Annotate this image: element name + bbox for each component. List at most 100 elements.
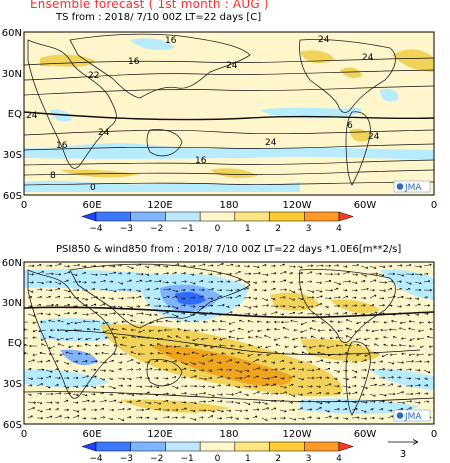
wind-vector: [117, 297, 124, 300]
wind-vector: [137, 352, 146, 356]
wind-vector: [54, 415, 62, 419]
wind-vector: [337, 320, 344, 324]
wind-vector: [234, 313, 242, 317]
wind-vector: [288, 375, 296, 379]
wind-vector: [193, 320, 200, 323]
wind-vector: [247, 353, 254, 357]
wind-vector: [270, 272, 277, 275]
wind-vector: [207, 272, 213, 276]
wind-vector: [297, 360, 303, 364]
wind-vector: [108, 393, 113, 396]
wind-vector: [387, 313, 396, 316]
wind-vector: [372, 320, 380, 324]
wind-vector: [137, 335, 146, 339]
wind-vector: [270, 280, 276, 284]
wind-vector: [81, 271, 86, 275]
svg-text:0: 0: [21, 429, 27, 440]
wind-vector: [297, 385, 304, 388]
wind-vector: [312, 319, 317, 323]
wind-vector: [216, 295, 223, 299]
ts-colorbar-cell: [130, 211, 166, 222]
svg-text:8: 8: [50, 171, 56, 181]
wind-vector: [369, 368, 375, 372]
wind-vector: [81, 399, 90, 403]
wind-vector: [218, 328, 227, 331]
wind-vector: [153, 417, 158, 420]
wind-vector: [77, 352, 83, 356]
wind-vector: [405, 287, 411, 291]
wind-vector: [306, 360, 313, 364]
wind-vector: [117, 305, 123, 309]
wind-vector: [76, 344, 83, 348]
wind-vector: [248, 344, 254, 347]
map-title: Ensemble forecast ( 1st month : AUG ): [30, 0, 269, 11]
wind-vector: [194, 329, 200, 332]
wind-vector: [342, 408, 348, 411]
wind-vector: [45, 415, 53, 419]
wind-vector: [293, 328, 299, 332]
wind-vector: [180, 272, 187, 275]
wind-vector: [84, 343, 92, 347]
wind-vector: [63, 369, 69, 373]
wind-vector: [27, 377, 34, 380]
wind-vector: [333, 408, 340, 411]
wind-vector: [99, 273, 108, 276]
wind-vector: [198, 368, 205, 372]
wind-vector: [297, 280, 304, 284]
wind-vector: [288, 361, 293, 364]
wind-vector: [72, 288, 80, 292]
wind-vector: [162, 272, 169, 275]
wind-vector: [315, 401, 323, 405]
wind-vector: [117, 312, 126, 316]
wind-vector: [279, 367, 285, 371]
wind-vector: [387, 287, 393, 291]
wind-vector: [230, 352, 236, 355]
wind-vector: [342, 392, 351, 395]
wind-vector: [300, 321, 308, 325]
svg-text:24: 24: [368, 132, 380, 142]
wind-vector: [351, 384, 357, 388]
wind-vector: [414, 265, 422, 268]
wind-vector: [138, 329, 146, 333]
wind-vector: [360, 265, 369, 269]
wind-vector: [261, 313, 267, 316]
wind-vector: [81, 416, 87, 420]
wind-vector: [126, 408, 131, 411]
wind-vector: [270, 361, 276, 364]
wind-vector: [45, 272, 54, 276]
wind-vector: [126, 368, 134, 371]
wind-vector: [144, 385, 153, 388]
wind-vector: [54, 392, 62, 395]
wind-vector: [405, 384, 413, 388]
wind-vector: [99, 361, 107, 364]
wind-vector: [279, 359, 285, 363]
wind-vector: [423, 360, 430, 364]
wind-vector: [27, 289, 34, 293]
wind-vector: [354, 329, 362, 333]
wind-vector: [108, 305, 116, 308]
wind-vector: [418, 329, 425, 332]
wind-vector: [45, 392, 54, 396]
wind-vector: [122, 336, 128, 339]
reference-vector: 3: [388, 439, 419, 460]
wind-vector: [119, 352, 128, 356]
wind-vector: [369, 265, 377, 269]
wind-vector: [243, 375, 250, 379]
wind-vector: [248, 336, 254, 339]
wind-vector: [189, 281, 196, 285]
wind-vector: [261, 392, 270, 395]
wind-vector: [153, 279, 162, 283]
wind-vector: [279, 296, 286, 299]
wind-vector: [108, 289, 117, 293]
wind-vector: [387, 383, 394, 387]
wind-vector: [261, 280, 268, 284]
wind-vector: [72, 369, 78, 373]
wind-vector: [171, 401, 176, 404]
wind-vector: [180, 312, 186, 315]
wind-vector: [153, 297, 161, 301]
psi-colorbar-label: 1: [245, 454, 251, 463]
svg-text:60W: 60W: [354, 429, 377, 440]
wind-vector: [342, 280, 351, 283]
wind-vector: [45, 264, 53, 268]
wind-vector: [216, 288, 223, 292]
